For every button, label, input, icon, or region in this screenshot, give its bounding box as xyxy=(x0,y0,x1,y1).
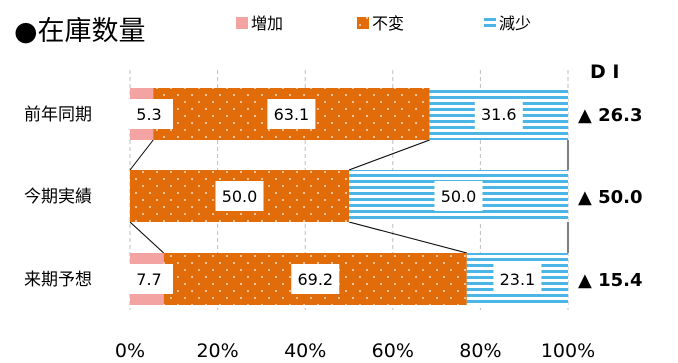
category-label: 前年同期 xyxy=(24,105,92,125)
x-tick-label: 100% xyxy=(541,340,595,362)
data-label-box xyxy=(493,264,542,294)
data-label-box xyxy=(474,99,523,129)
data-label: 50.0 xyxy=(222,187,258,206)
data-label: 23.1 xyxy=(500,270,536,289)
legend-label-increase: 増加 xyxy=(251,14,283,33)
di-values: ▲ 26.3 ▲ 50.0 ▲ 15.4 xyxy=(578,105,643,291)
di-value: ▲ 50.0 xyxy=(578,187,643,208)
connector-line xyxy=(348,139,430,171)
data-label-box xyxy=(267,99,316,129)
connector-line xyxy=(348,221,467,254)
data-label: 31.6 xyxy=(481,105,517,124)
x-tick-label: 0% xyxy=(115,340,145,362)
category-label: 今期実績 xyxy=(24,187,92,207)
data-label-box xyxy=(291,264,340,294)
x-tick-labels: 0% 20% 40% 60% 80% 100% xyxy=(115,340,595,362)
x-tick-label: 60% xyxy=(372,340,414,362)
data-label-box xyxy=(125,99,173,129)
data-labels: 5.3 63.1 31.6 50.0 50.0 7.7 69.2 23.1 xyxy=(125,99,542,294)
connector-lines xyxy=(129,139,569,254)
di-value: ▲ 15.4 xyxy=(578,270,643,291)
legend-label-decrease: 減少 xyxy=(499,14,531,33)
legend: 増加 不変 減少 xyxy=(236,14,531,33)
legend-swatch-increase xyxy=(236,17,248,29)
di-value: ▲ 26.3 xyxy=(578,105,643,126)
x-tick-label: 80% xyxy=(459,340,501,362)
data-label-box xyxy=(215,181,264,211)
legend-swatch-unchanged xyxy=(357,17,369,29)
connector-line xyxy=(129,221,165,254)
data-label: 7.7 xyxy=(136,270,161,289)
legend-swatch-decrease xyxy=(484,17,496,29)
data-label: 63.1 xyxy=(274,105,310,124)
chart-title: ●在庫数量 xyxy=(14,16,146,47)
legend-label-unchanged: 不変 xyxy=(372,14,404,33)
di-header: D I xyxy=(590,61,619,83)
category-label: 来期予想 xyxy=(24,270,92,290)
data-label-box xyxy=(434,181,483,211)
data-label-box xyxy=(125,264,173,294)
x-tick-label: 40% xyxy=(284,340,326,362)
data-label: 69.2 xyxy=(297,270,333,289)
connector-line xyxy=(129,139,154,171)
x-tick-label: 20% xyxy=(196,340,238,362)
data-label: 50.0 xyxy=(441,187,477,206)
data-label: 5.3 xyxy=(136,105,161,124)
